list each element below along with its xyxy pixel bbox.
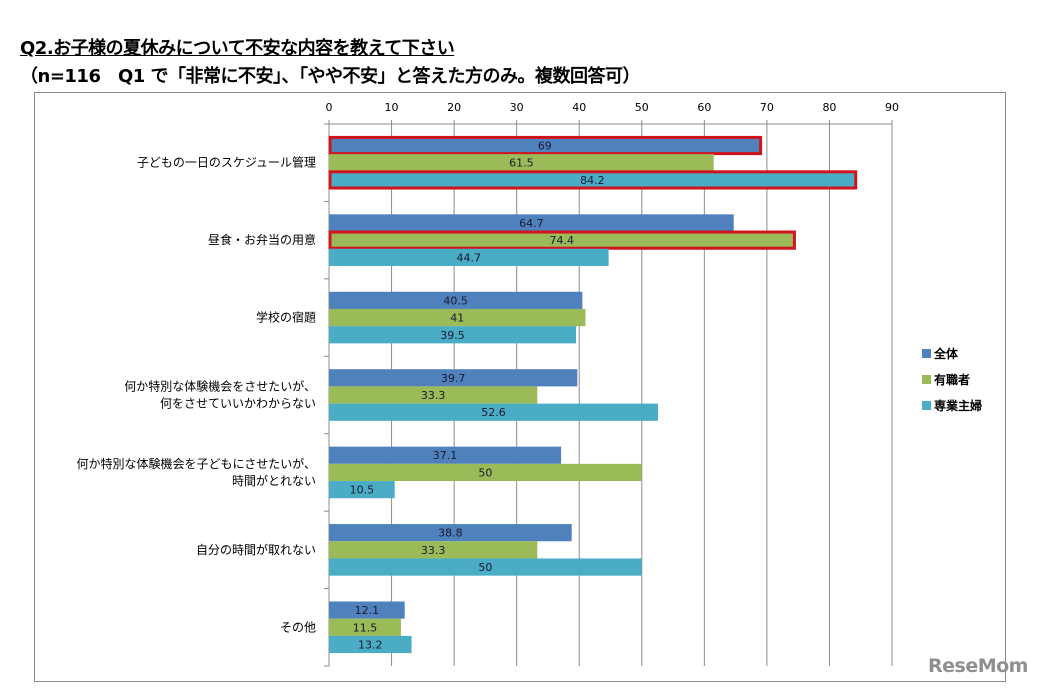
bar-全体: [329, 601, 405, 619]
x-tick-label: 70: [760, 101, 774, 114]
bar-有職者: [329, 541, 538, 559]
data-label: 37.1: [433, 449, 458, 462]
bar-専業主婦: [329, 403, 659, 421]
category-label: 時間がとれない: [232, 473, 316, 488]
category-labels: 子どもの一日のスケジュール管理昼食・お弁当の用意学校の宿題何か特別な体験機会をさ…: [76, 155, 316, 635]
data-label: 52.6: [481, 406, 506, 419]
data-label: 61.5: [509, 157, 534, 170]
bar-全体: [329, 446, 562, 464]
data-label: 69: [538, 140, 552, 153]
data-label: 40.5: [443, 294, 468, 307]
data-label: 39.7: [441, 372, 466, 385]
bar-専業主婦: [329, 481, 395, 499]
x-tick-label: 10: [385, 101, 399, 114]
data-label: 11.5: [353, 621, 378, 634]
resemom-logo: ReseMom: [928, 655, 1028, 677]
bar-有職者: [329, 463, 642, 482]
data-label: 41: [450, 312, 464, 325]
bar-専業主婦: [329, 248, 609, 266]
highlight-box: [328, 230, 796, 250]
data-label: 13.2: [358, 638, 383, 651]
legend-label: 専業主婦: [934, 398, 982, 413]
x-tick-label: 90: [885, 101, 899, 114]
data-label: 39.5: [440, 329, 465, 342]
category-label: その他: [280, 620, 316, 634]
x-tick-label: 0: [326, 101, 333, 114]
x-tick-label: 40: [572, 101, 586, 114]
bar-全体: [329, 369, 578, 387]
data-label: 38.8: [438, 527, 463, 540]
data-label: 64.7: [519, 217, 544, 230]
bar-専業主婦: [329, 635, 412, 654]
data-label: 74.4: [549, 234, 574, 247]
bar-有職者: [329, 231, 795, 249]
bar-有職者: [329, 618, 401, 636]
legend-label: 有職者: [934, 372, 970, 387]
bar-専業主婦: [329, 326, 577, 344]
data-label: 50: [478, 466, 492, 479]
category-label: 何をさせていいかわからない: [160, 397, 316, 411]
legend-swatch: [922, 401, 931, 410]
chart-title: Q2.お子様の夏休みについて不安な内容を教えて下さい: [20, 38, 455, 59]
category-label: 学校の宿題: [256, 310, 316, 325]
x-axis-ticks: 0 10 20 30 40 50 60 70 80 90: [324, 101, 899, 667]
x-tick-label: 80: [822, 101, 836, 114]
bar-有職者: [329, 154, 714, 172]
category-label: 子どもの一日のスケジュール管理: [137, 155, 316, 170]
data-label: 44.7: [457, 251, 482, 264]
bar-全体: [329, 136, 761, 155]
legend-swatch: [922, 375, 931, 384]
data-label: 33.3: [421, 544, 446, 557]
bar-専業主婦: [329, 171, 856, 189]
category-label: 何か特別な体験機会を子どもにさせたいが、: [76, 456, 316, 471]
data-label: 84.2: [580, 174, 605, 187]
highlight-box: [328, 135, 763, 156]
category-label: 自分の時間が取れない: [196, 542, 316, 557]
bar-有職者: [329, 386, 538, 404]
legend-swatch: [922, 349, 931, 358]
x-tick-label: 20: [447, 101, 461, 114]
legend-label: 全体: [933, 346, 959, 361]
x-tick-label: 50: [635, 101, 649, 114]
highlight-box: [328, 170, 858, 190]
category-label: 何か特別な体験機会をさせたいが、: [124, 379, 316, 394]
bars: 69 61.5 84.2 64.7 74.4 44.7 40.5 41 39.5 39.7 33.3…: [328, 135, 858, 654]
data-label: 33.3: [421, 389, 446, 402]
bar-全体: [329, 524, 572, 542]
bar-有職者: [329, 308, 586, 327]
data-label: 12.1: [355, 604, 380, 617]
bar-全体: [329, 214, 734, 232]
chart-frame: [34, 92, 1006, 682]
bar-全体: [329, 291, 583, 309]
x-tick-label: 60: [697, 101, 711, 114]
data-label: 50: [478, 561, 492, 574]
x-tick-label: 30: [510, 101, 524, 114]
data-label: 10.5: [350, 484, 375, 497]
bar-専業主婦: [329, 558, 642, 576]
chart-subtitle: （n=116 Q1 で「非常に不安」、「やや不安」と答えた方のみ。複数回答可）: [20, 66, 641, 87]
category-label: 昼食・お弁当の用意: [208, 232, 316, 247]
